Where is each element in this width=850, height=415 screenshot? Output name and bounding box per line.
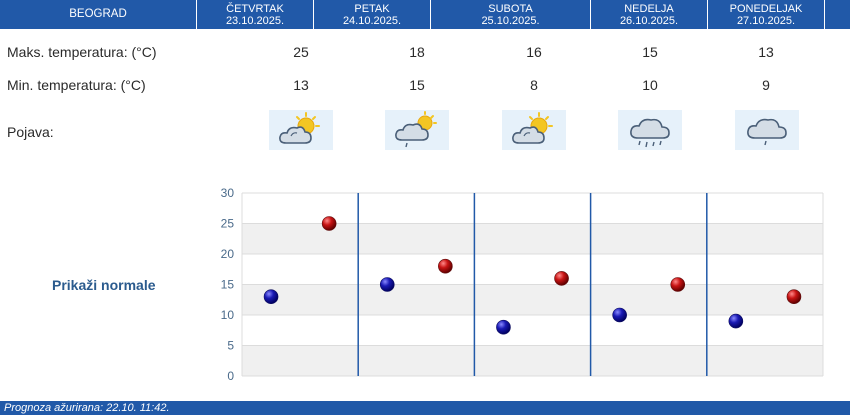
y-tick-label: 0 bbox=[227, 369, 234, 383]
partly-cloudy-sun-drizzle-icon bbox=[385, 110, 449, 150]
day-name: NEDELJA bbox=[624, 3, 674, 15]
day-date: 25.10.2025. bbox=[481, 15, 540, 27]
header-filler bbox=[825, 0, 850, 29]
max-temp-value: 16 bbox=[526, 44, 542, 60]
y-tick-label: 15 bbox=[221, 278, 235, 292]
min-temp-point bbox=[379, 277, 395, 292]
min-temp-value: 8 bbox=[530, 77, 538, 93]
day-header: PONEDELJAK 27.10.2025. bbox=[708, 0, 824, 29]
max-temp-point bbox=[670, 277, 686, 292]
grid-band bbox=[242, 345, 823, 376]
show-normals-link[interactable]: Prikaži normale bbox=[52, 277, 156, 293]
phenomenon-label: Pojava: bbox=[7, 124, 54, 140]
max-temp-value: 13 bbox=[758, 44, 774, 60]
max-temp-value: 18 bbox=[409, 44, 425, 60]
cloud-rain-icon bbox=[618, 110, 682, 150]
day-header: ČETVRTAK 23.10.2025. bbox=[197, 0, 313, 29]
min-temp-value: 10 bbox=[642, 77, 658, 93]
min-temp-point bbox=[263, 289, 279, 304]
day-name: SUBOTA bbox=[488, 3, 533, 15]
grid-band bbox=[242, 223, 823, 254]
temperature-chart: 0 5 10 15 20 25 30 bbox=[221, 186, 824, 383]
max-temp-label: Maks. temperatura: (°C) bbox=[7, 44, 157, 60]
y-tick-label: 30 bbox=[221, 186, 235, 200]
day-date: 23.10.2025. bbox=[225, 15, 285, 27]
day-date: 24.10.2025. bbox=[342, 15, 402, 27]
update-footer: Prognoza ažurirana: 22.10. 11:42. bbox=[0, 401, 850, 415]
min-temp-value: 15 bbox=[409, 77, 425, 93]
max-temp-value: 25 bbox=[293, 44, 309, 60]
y-tick-label: 10 bbox=[221, 308, 235, 322]
day-date: 26.10.2025. bbox=[619, 15, 679, 27]
partly-cloudy-sun-icon bbox=[502, 110, 566, 150]
update-text: Prognoza ažurirana: 22.10. 11:42. bbox=[4, 402, 170, 414]
day-header: SUBOTA 25.10.2025. bbox=[431, 0, 590, 29]
day-name: ČETVRTAK bbox=[226, 3, 284, 15]
max-temp-value: 15 bbox=[642, 44, 658, 60]
day-name: PONEDELJAK bbox=[729, 3, 803, 15]
day-name: PETAK bbox=[354, 3, 390, 15]
day-header: PETAK 24.10.2025. bbox=[314, 0, 430, 29]
max-temp-point bbox=[554, 271, 569, 286]
y-tick-label: 25 bbox=[221, 217, 235, 231]
min-temp-point bbox=[728, 313, 744, 329]
min-temp-point bbox=[496, 319, 511, 335]
y-tick-label: 20 bbox=[221, 247, 235, 261]
min-temp-label: Min. temperatura: (°C) bbox=[7, 77, 146, 93]
min-temp-point bbox=[612, 307, 627, 323]
min-temp-value: 13 bbox=[293, 77, 309, 93]
max-temp-point bbox=[321, 216, 337, 231]
max-temp-point bbox=[438, 258, 453, 274]
cloud-drizzle-icon bbox=[735, 110, 799, 150]
min-temp-value: 9 bbox=[762, 77, 770, 93]
day-header: NEDELJA 26.10.2025. bbox=[591, 0, 707, 29]
day-date: 27.10.2025. bbox=[736, 15, 796, 27]
city-name: BEOGRAD bbox=[0, 0, 196, 29]
grid-band bbox=[242, 284, 823, 315]
max-temp-point bbox=[786, 289, 802, 304]
y-tick-label: 5 bbox=[227, 339, 234, 353]
forecast-header: BEOGRAD ČETVRTAK 23.10.2025. PETAK 24.10… bbox=[0, 0, 850, 29]
partly-cloudy-sun-icon bbox=[269, 110, 333, 150]
